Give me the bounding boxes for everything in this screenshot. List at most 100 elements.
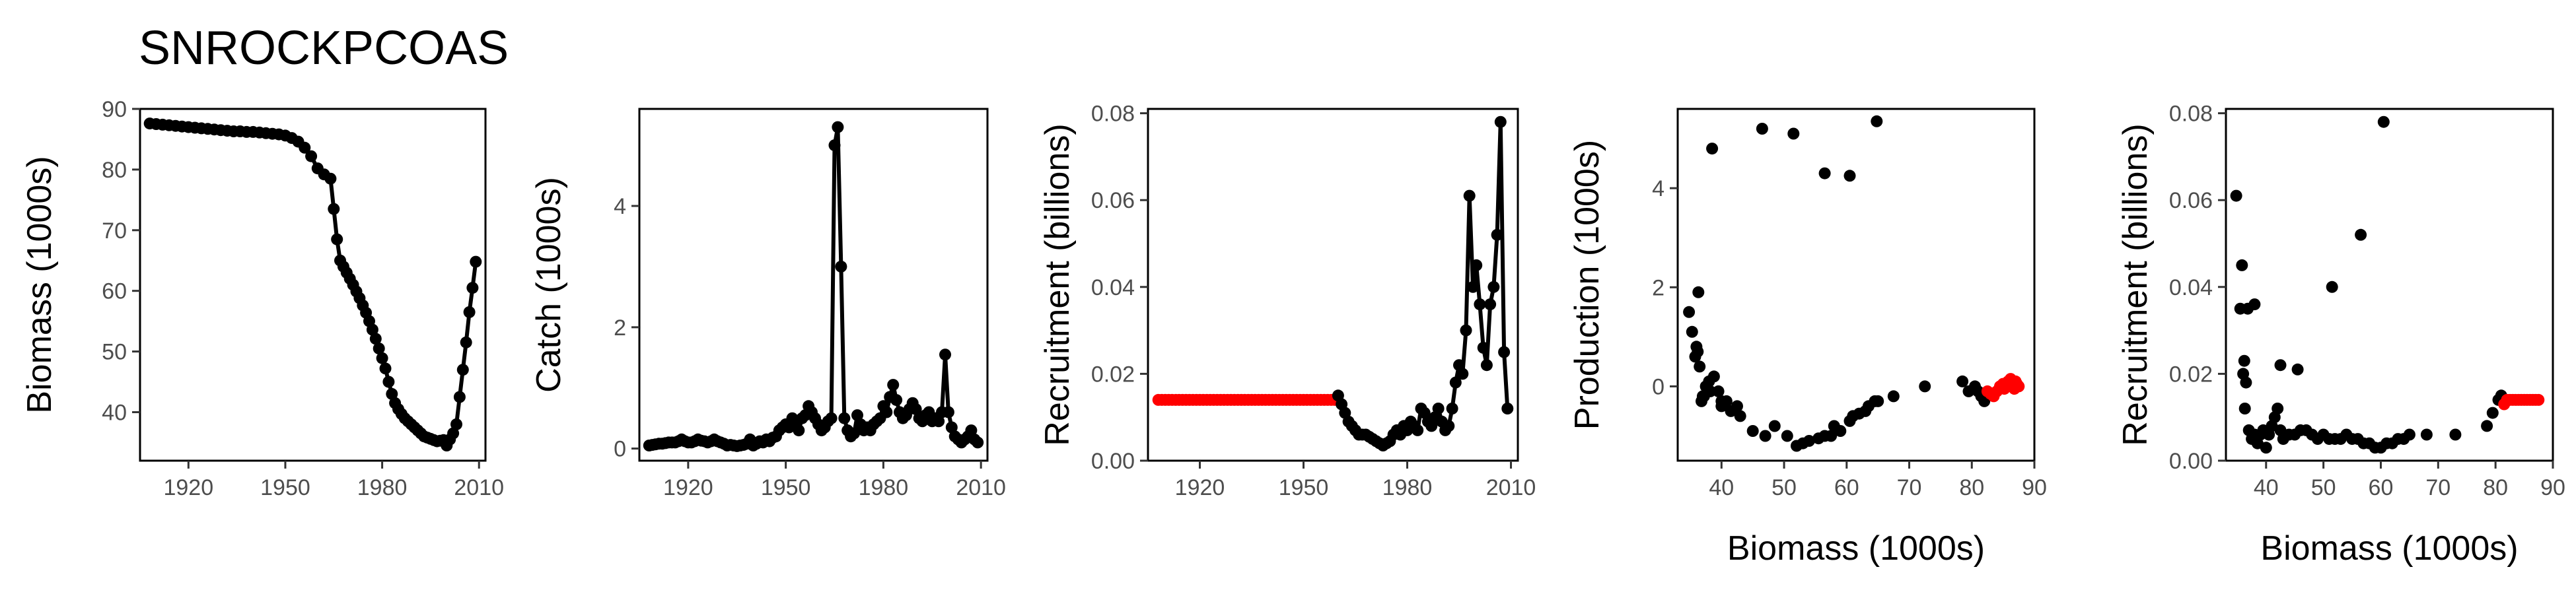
data-point [1484, 298, 1497, 311]
data-point [1818, 167, 1831, 180]
data-point [933, 415, 945, 428]
chart-panel-1: 1920 1950 1980 2010 40 50 60 70 80 90 Biomass (100… [20, 97, 504, 500]
chart-title: SNROCKPCOAS [139, 22, 509, 75]
data-point [2486, 407, 2499, 419]
x-tick-label: 70 [1897, 475, 1922, 500]
data-point [1683, 306, 1696, 318]
data-point [1834, 425, 1847, 437]
data-point [305, 150, 318, 162]
data-point [456, 364, 469, 376]
y-tick-label: 0.04 [2169, 275, 2213, 300]
x-tick-label: 2010 [454, 475, 504, 500]
data-point [1706, 143, 1719, 155]
data-point [2240, 376, 2252, 389]
data-point [1731, 400, 1743, 412]
data-point [945, 421, 958, 434]
data-point [1887, 390, 1900, 403]
data-point [2481, 420, 2493, 432]
data-point [2449, 428, 2462, 441]
x-tick-label: 1950 [761, 475, 811, 500]
data-point [793, 424, 805, 437]
data-point [2236, 259, 2248, 271]
x-tick-label: 50 [1771, 475, 1797, 500]
data-point [1477, 341, 1489, 354]
data-point [1694, 360, 1706, 373]
y-tick-label: 0.00 [2169, 449, 2213, 474]
x-axis-title: Biomass (1000s) [1727, 529, 1985, 568]
y-tick-label: 2 [614, 315, 626, 341]
data-point [832, 121, 844, 133]
y-axis-title: Recruitment (billions) [2116, 123, 2155, 446]
data-point [887, 379, 900, 391]
data-point [1470, 259, 1483, 271]
panel-frame [638, 108, 989, 462]
data-point [2403, 428, 2415, 441]
y-tick-label: 70 [102, 218, 127, 244]
data-point [1768, 420, 1781, 432]
data-point [848, 427, 861, 440]
y-tick-label: 40 [102, 400, 127, 425]
panel-frame [2225, 108, 2554, 462]
chart-panel-2: 1920 1950 1980 2010 0 2 4 Catch (1000s) [530, 108, 1006, 500]
y-axis-title: Production (1000s) [1568, 140, 1606, 430]
y-tick-label: 0.08 [1091, 102, 1135, 127]
data-point [1734, 410, 1746, 422]
data-point [463, 306, 476, 318]
data-point [838, 412, 851, 424]
data-point [366, 323, 378, 336]
data-point [1692, 345, 1704, 358]
data-point [1432, 403, 1445, 414]
data-point [1919, 380, 1931, 393]
x-tick-label: 40 [1709, 475, 1734, 500]
chart-panel-3: 1920 1950 1980 2010 0.00 0.02 0.04 0.06 0.08 Recr… [1038, 102, 1536, 500]
data-point [382, 376, 395, 388]
x-tick-label: 80 [2483, 475, 2508, 500]
data-point [1686, 325, 1698, 338]
data-point [328, 203, 340, 215]
x-tick-label: 90 [2022, 475, 2047, 500]
data-point [1463, 189, 1476, 202]
x-tick-label: 1920 [1175, 475, 1225, 500]
data-point [2238, 354, 2250, 367]
chart-panel-5: 40 50 60 70 80 90 0.00 0.02 0.04 0.06 0.08 Recruitm… [2116, 102, 2565, 568]
x-tick-label: 2010 [1486, 475, 1536, 500]
data-point [1456, 368, 1469, 380]
data-point [1494, 116, 1507, 128]
x-tick-label: 90 [2540, 475, 2565, 500]
data-point [2260, 442, 2272, 454]
data-point [1756, 123, 1768, 135]
y-axis-title: Catch (1000s) [530, 177, 568, 393]
data-point [880, 406, 893, 418]
data-point [376, 352, 388, 364]
data-point [1474, 298, 1486, 311]
x-tick-label: 80 [1959, 475, 1984, 500]
data-point [2248, 298, 2261, 311]
data-point [1707, 370, 1720, 383]
data-point [1696, 390, 1709, 403]
data-point [460, 336, 472, 348]
x-tick-label: 60 [1834, 475, 1859, 500]
x-tick-label: 70 [2425, 475, 2451, 500]
data-point [2326, 280, 2338, 293]
data-point [2420, 428, 2433, 441]
chart-panel-4: 40 50 60 70 80 90 0 2 4 Production (1000s) Biomass… [1568, 108, 2047, 568]
data-point [972, 436, 984, 449]
series-line-s1 [649, 125, 980, 448]
data-point [373, 343, 385, 354]
data-point [1825, 430, 1838, 442]
data-point [2291, 363, 2304, 376]
x-tick-label: 1950 [260, 475, 310, 500]
x-tick-label: 60 [2369, 475, 2394, 500]
data-point [910, 403, 922, 415]
data-point [470, 255, 482, 268]
data-point [369, 333, 382, 345]
data-point [942, 406, 954, 418]
data-point [1692, 286, 1705, 298]
data-point [2272, 403, 2284, 414]
y-tick-label: 2 [1652, 275, 1664, 300]
y-tick-label: 0.02 [2169, 362, 2213, 387]
data-point [825, 412, 838, 424]
panel-frame [1147, 108, 1519, 462]
data-point [1480, 359, 1493, 372]
